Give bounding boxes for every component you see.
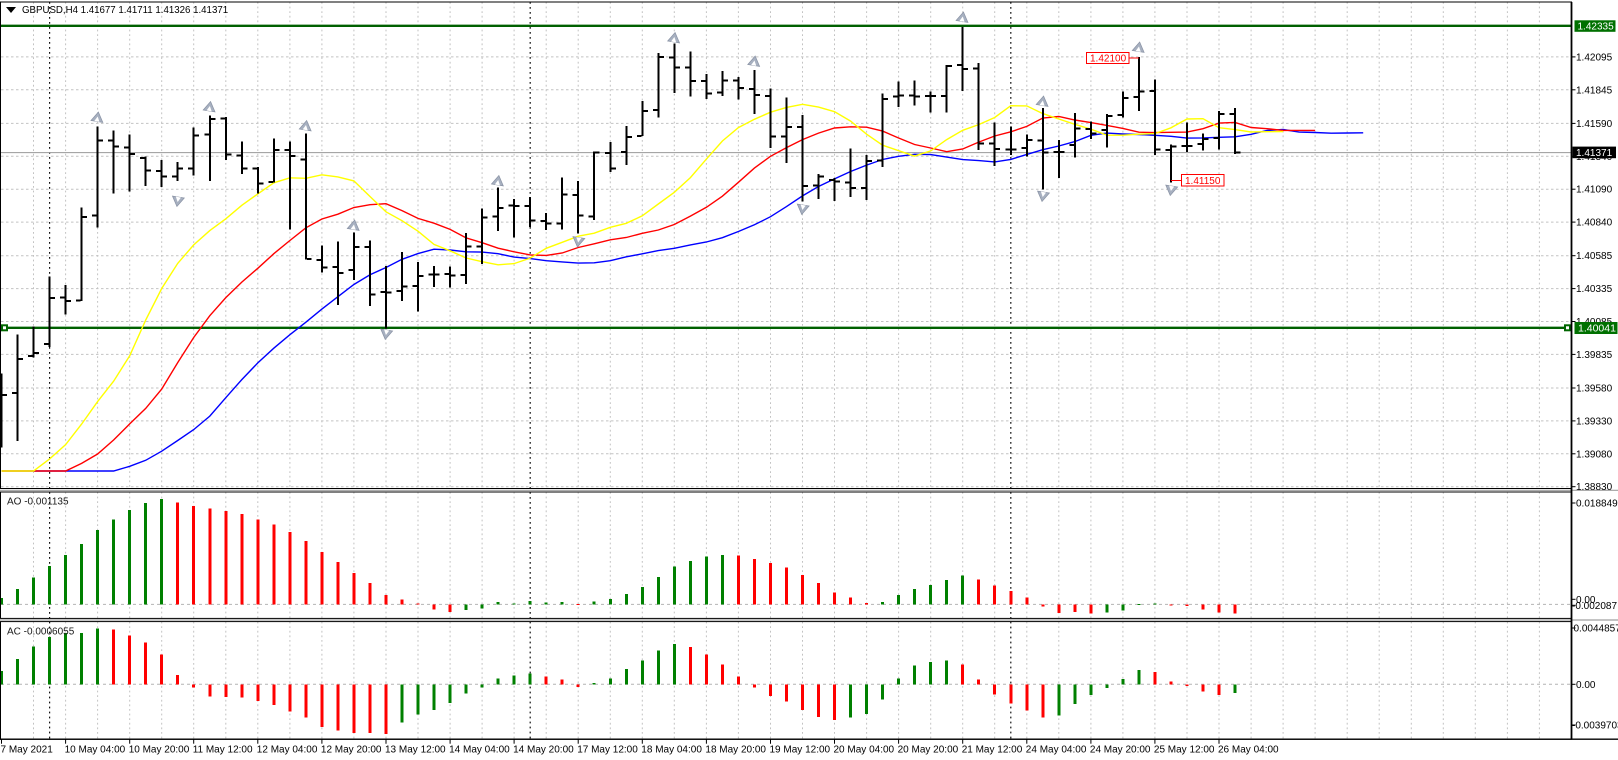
svg-text:24 May 04:00: 24 May 04:00: [1026, 745, 1087, 756]
svg-text:0.018849: 0.018849: [1576, 499, 1618, 510]
svg-text:AO -0.001135: AO -0.001135: [7, 497, 69, 508]
svg-text:1.42100: 1.42100: [1090, 54, 1127, 65]
svg-text:AC -0.0006055: AC -0.0006055: [7, 627, 75, 638]
svg-text:0.00: 0.00: [1576, 680, 1596, 691]
svg-text:12 May 20:00: 12 May 20:00: [321, 745, 382, 756]
svg-text:24 May 20:00: 24 May 20:00: [1090, 745, 1151, 756]
svg-text:11 May 12:00: 11 May 12:00: [193, 745, 253, 756]
svg-text:1.41150: 1.41150: [1185, 176, 1221, 187]
svg-text:1.41090: 1.41090: [1576, 185, 1613, 196]
svg-text:1.39580: 1.39580: [1576, 384, 1613, 395]
svg-text:1.40840: 1.40840: [1576, 218, 1613, 229]
svg-text:GBPUSD,H4 1.41677 1.41711 1.4: GBPUSD,H4 1.41677 1.41711 1.41326 1.4137…: [22, 5, 228, 16]
svg-text:1.42335: 1.42335: [1578, 22, 1615, 33]
svg-text:-0.0039703: -0.0039703: [1572, 721, 1618, 732]
svg-text:10 May 04:00: 10 May 04:00: [65, 745, 126, 756]
svg-text:1.40041: 1.40041: [1578, 323, 1616, 335]
svg-text:7 May 2021: 7 May 2021: [1, 745, 54, 756]
svg-text:12 May 04:00: 12 May 04:00: [257, 745, 318, 756]
svg-text:1.40335: 1.40335: [1576, 284, 1613, 295]
svg-text:20 May 04:00: 20 May 04:00: [834, 745, 895, 756]
svg-text:18 May 20:00: 18 May 20:00: [705, 745, 766, 756]
svg-text:0.00: 0.00: [1576, 595, 1596, 606]
svg-text:0.0044857: 0.0044857: [1574, 624, 1618, 635]
svg-text:1.41590: 1.41590: [1576, 119, 1613, 130]
svg-text:1.39080: 1.39080: [1576, 449, 1613, 460]
svg-text:1.41371: 1.41371: [1576, 148, 1613, 159]
svg-text:17 May 12:00: 17 May 12:00: [577, 745, 638, 756]
svg-text:14 May 04:00: 14 May 04:00: [449, 745, 510, 756]
svg-text:13 May 12:00: 13 May 12:00: [385, 745, 446, 756]
svg-text:1.39835: 1.39835: [1576, 350, 1613, 361]
svg-text:1.42095: 1.42095: [1576, 52, 1613, 63]
svg-text:1.38830: 1.38830: [1576, 482, 1613, 493]
svg-text:18 May 04:00: 18 May 04:00: [641, 745, 702, 756]
svg-text:19 May 12:00: 19 May 12:00: [770, 745, 831, 756]
svg-text:25 May 12:00: 25 May 12:00: [1154, 745, 1215, 756]
svg-text:10 May 20:00: 10 May 20:00: [129, 745, 190, 756]
svg-text:14 May 20:00: 14 May 20:00: [513, 745, 574, 756]
svg-text:1.39330: 1.39330: [1576, 416, 1613, 427]
svg-text:1.41845: 1.41845: [1576, 85, 1613, 96]
svg-text:1.40585: 1.40585: [1576, 251, 1613, 262]
svg-text:-0.002087: -0.002087: [1572, 601, 1617, 612]
svg-text:21 May 12:00: 21 May 12:00: [962, 745, 1023, 756]
svg-text:26 May 04:00: 26 May 04:00: [1218, 745, 1279, 756]
svg-text:20 May 20:00: 20 May 20:00: [898, 745, 959, 756]
